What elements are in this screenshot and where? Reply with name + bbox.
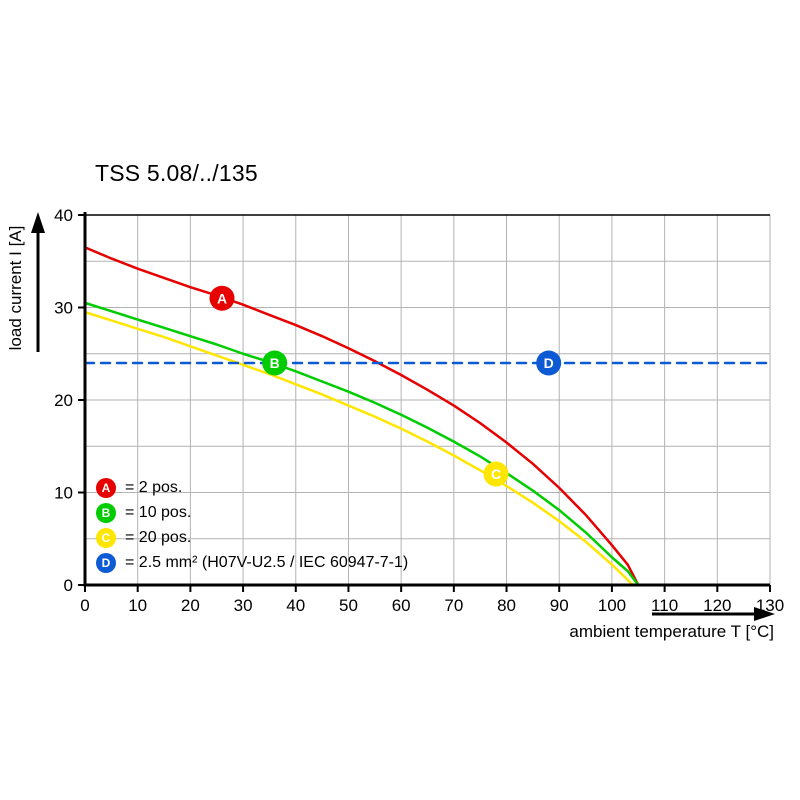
legend-marker-letter: A	[101, 481, 111, 495]
curve-marker-letter: A	[217, 290, 227, 306]
chart-title: TSS 5.08/../135	[95, 160, 258, 186]
x-axis-label: ambient temperature T [°C]	[569, 622, 774, 641]
x-tick-label: 30	[234, 596, 253, 615]
legend-label-d: = 2.5 mm² (H07V-U2.5 / IEC 60947-7-1)	[125, 554, 409, 571]
x-tick-label: 60	[392, 596, 411, 615]
legend-label-c: = 20 pos.	[125, 529, 192, 546]
x-tick-label: 20	[181, 596, 200, 615]
y-tick-label: 20	[54, 391, 73, 410]
y-tick-label: 10	[54, 484, 73, 503]
y-tick-label: 30	[54, 299, 73, 318]
y-tick-label: 0	[64, 576, 73, 595]
x-tick-label: 90	[550, 596, 569, 615]
curve-marker-letter: B	[270, 355, 280, 371]
curve-marker-letter: D	[544, 355, 554, 371]
x-tick-label: 40	[286, 596, 305, 615]
legend-marker-letter: C	[101, 531, 111, 545]
curve-marker-D-icon	[536, 350, 562, 376]
legend-marker-letter: B	[101, 506, 111, 520]
legend-label-b: = 10 pos.	[125, 504, 192, 521]
legend-marker-c-icon: C	[96, 528, 116, 548]
curve-A	[83, 246, 640, 587]
curve-marker-C-icon	[483, 461, 509, 487]
legend-item-d: D = 2.5 mm² (H07V-U2.5 / IEC 60947-7-1)	[96, 553, 408, 573]
y-tick-label: 40	[54, 206, 73, 225]
legend-item-c: C = 20 pos.	[96, 528, 408, 548]
y-axis-arrowhead-icon	[31, 212, 45, 233]
curve-C	[83, 310, 635, 587]
legend-marker-b-icon: B	[96, 503, 116, 523]
legend-marker-letter: D	[101, 556, 111, 570]
x-tick-label: 0	[80, 596, 89, 615]
curve-marker-B-icon	[262, 350, 288, 376]
x-tick-label: 120	[703, 596, 731, 615]
legend-marker-d-icon: D	[96, 553, 116, 573]
legend-item-a: A = 2 pos.	[96, 478, 408, 498]
legend-marker-a-icon: A	[96, 478, 116, 498]
x-tick-label: 70	[444, 596, 463, 615]
curve-marker-letter: C	[491, 466, 501, 482]
legend: A = 2 pos. B = 10 pos. C = 20 pos. D = 2…	[96, 478, 408, 573]
x-tick-label: 100	[598, 596, 626, 615]
legend-label-a: = 2 pos.	[125, 479, 183, 496]
x-tick-label: 50	[339, 596, 358, 615]
x-tick-label: 80	[497, 596, 516, 615]
x-tick-label: 10	[128, 596, 147, 615]
x-tick-label: 110	[651, 596, 678, 615]
curve-B	[83, 301, 640, 587]
curve-marker-A-icon	[209, 285, 235, 311]
legend-item-b: B = 10 pos.	[96, 503, 408, 523]
x-axis-arrowhead-icon	[754, 607, 775, 621]
